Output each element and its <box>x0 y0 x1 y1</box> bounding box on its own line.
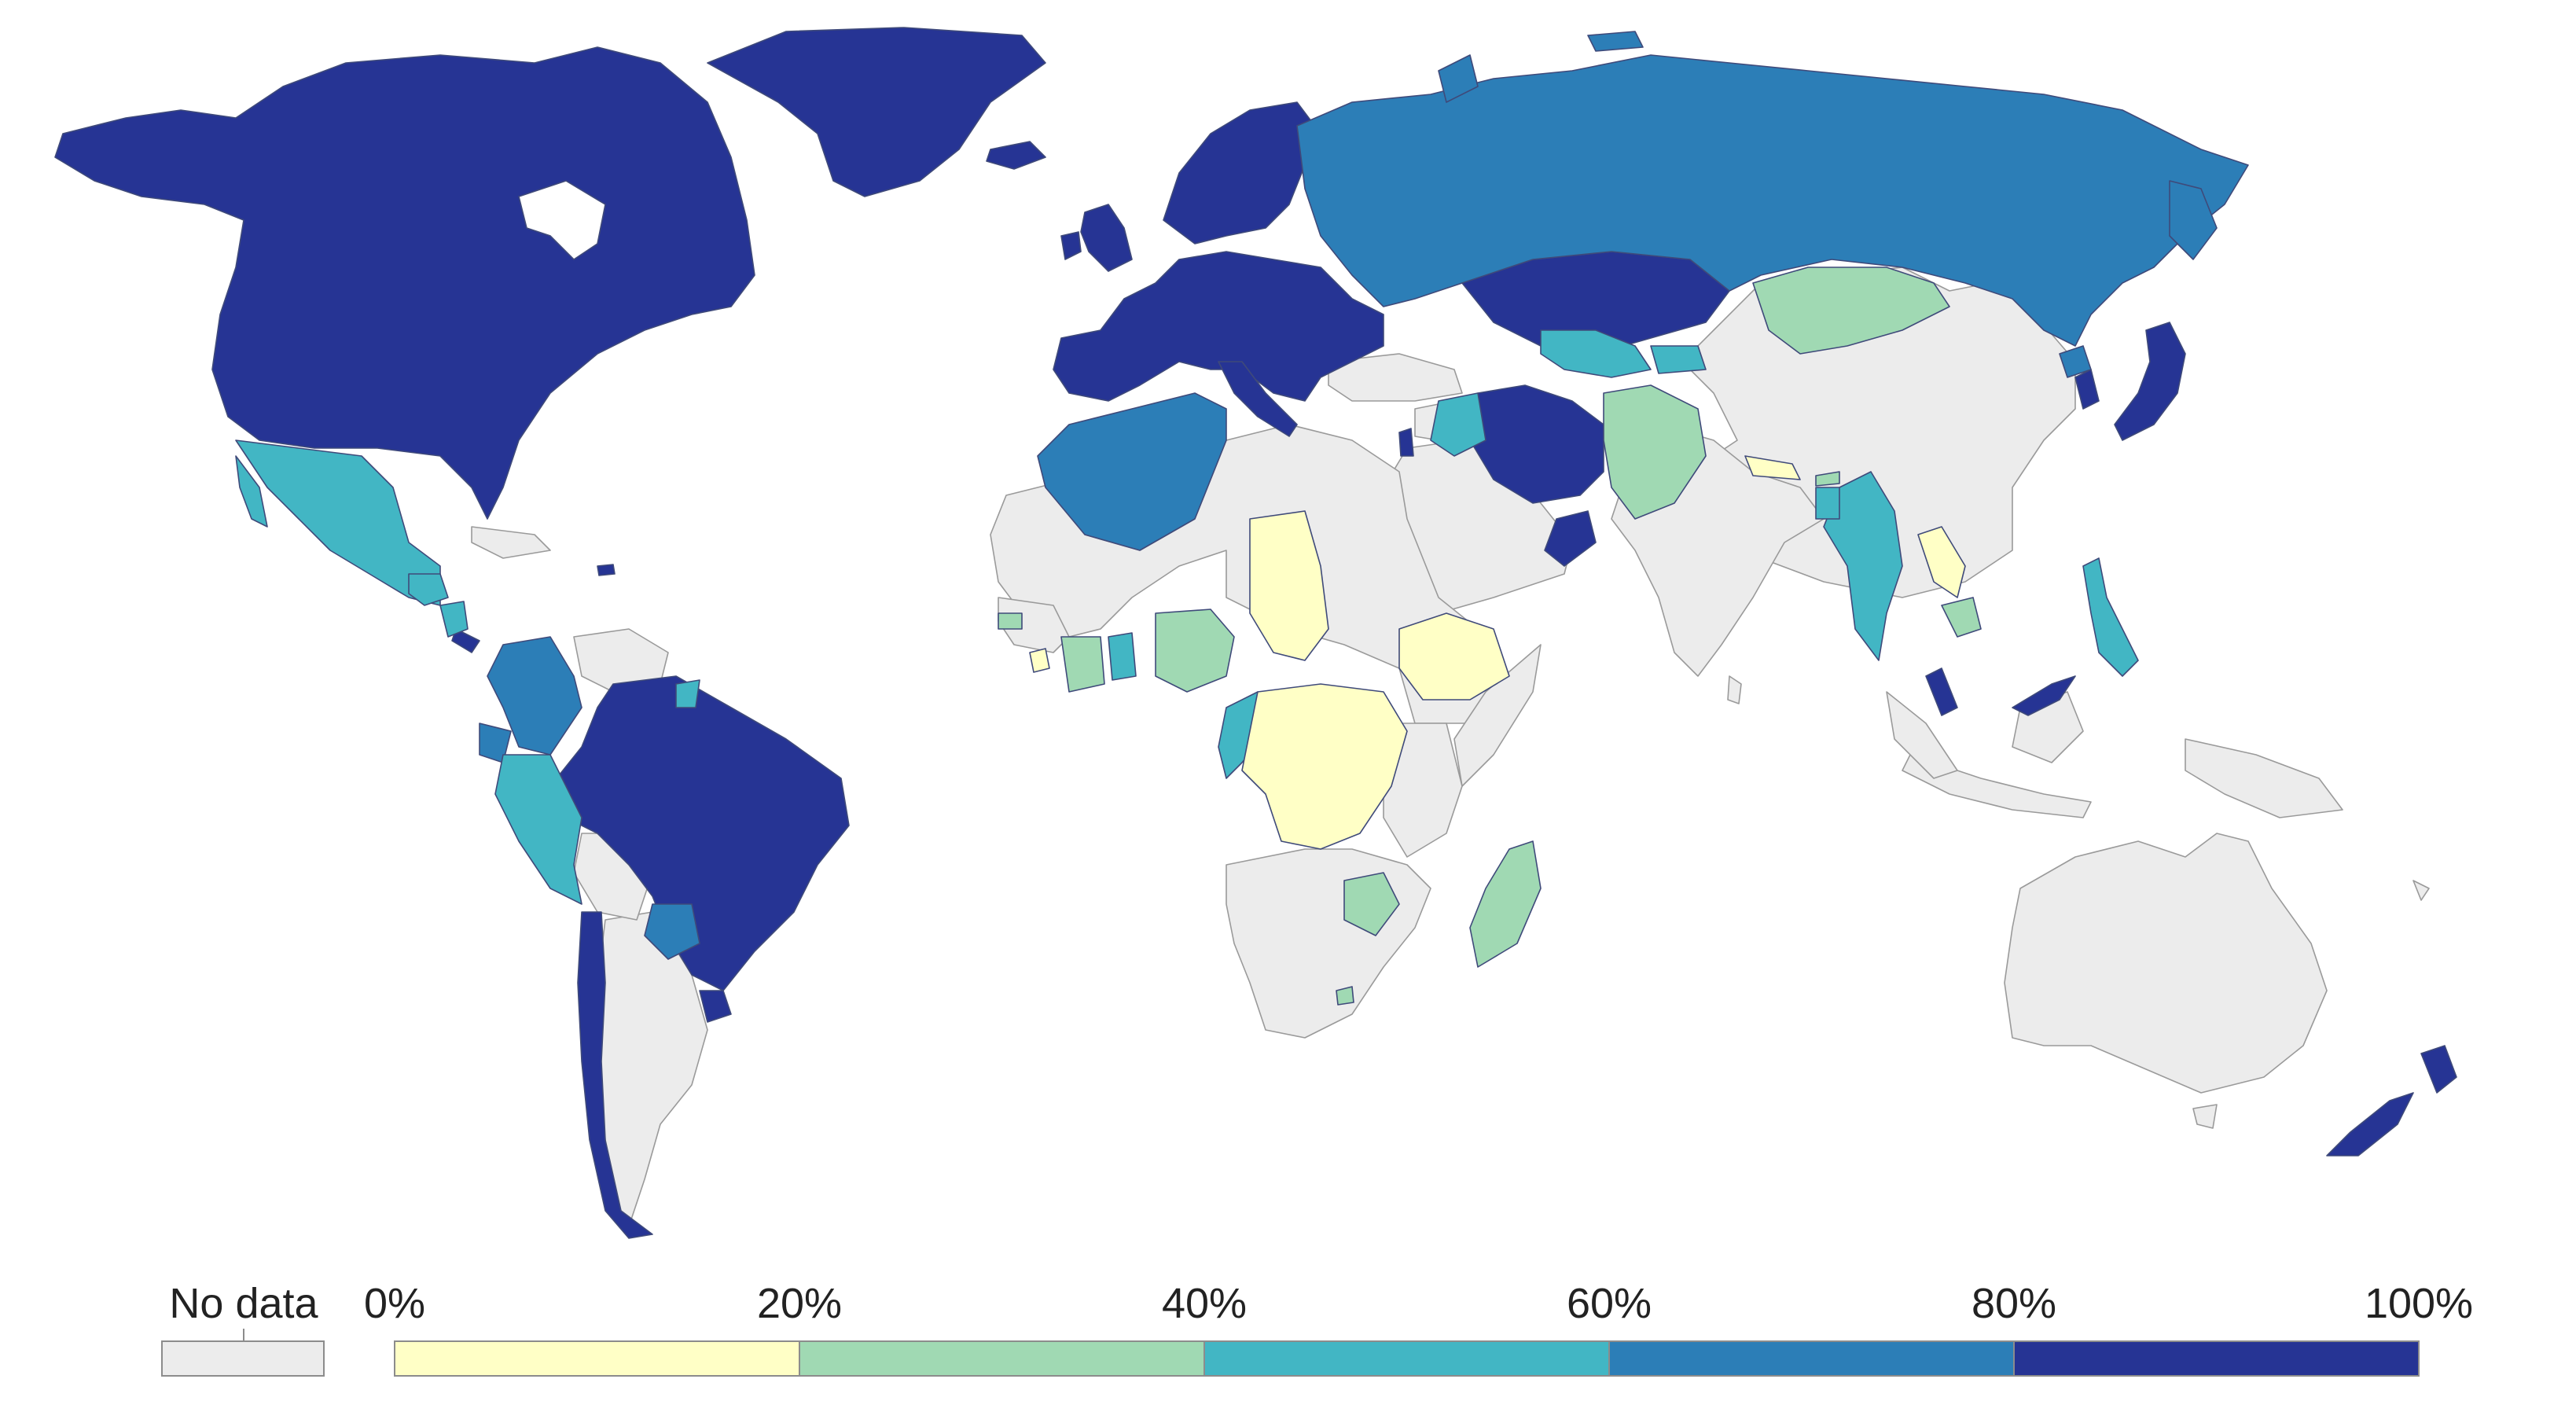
region-tasmania <box>2192 1104 2218 1129</box>
region-new-caledonia <box>2412 880 2430 901</box>
region-uzbekistan <box>1540 329 1652 378</box>
region-ivory-coast <box>1060 636 1105 693</box>
region-mongolia <box>1752 267 1950 355</box>
region-sumatra <box>1886 691 1958 779</box>
region-ethiopia <box>1398 612 1510 700</box>
region-north-korea <box>2059 345 2092 378</box>
region-iraq <box>1430 392 1486 457</box>
legend-tick-100: 100% <box>2365 1280 2473 1327</box>
region-bangladesh <box>1815 487 1840 520</box>
legend-tick-20: 20% <box>757 1280 842 1327</box>
region-southern-africa <box>1226 848 1431 1039</box>
legend-no-data-swatch <box>161 1340 325 1377</box>
region-novaya-zemlya <box>1438 54 1479 103</box>
region-sri-lanka <box>1727 675 1742 704</box>
region-scandinavia <box>1163 101 1321 245</box>
legend-tick-0: 0% <box>364 1280 425 1327</box>
legend-bin-40-60 <box>1203 1340 1610 1377</box>
region-kyrgyzstan <box>1650 345 1707 374</box>
region-iceland <box>986 141 1046 170</box>
region-dominican <box>597 564 616 576</box>
region-suriname <box>675 679 700 708</box>
region-oman <box>1544 510 1597 567</box>
region-algeria <box>1037 392 1227 551</box>
region-laos <box>1917 526 1966 598</box>
legend-bin-60-80 <box>1608 1340 2015 1377</box>
region-greenland <box>707 27 1046 197</box>
region-lesotho <box>1336 986 1354 1006</box>
region-israel <box>1398 428 1414 457</box>
region-western-europe <box>1053 251 1384 402</box>
region-iran <box>1469 384 1604 504</box>
region-russia <box>1296 54 2249 347</box>
legend-bin-20-40 <box>799 1340 1205 1377</box>
region-new-zealand-south <box>2326 1092 2414 1156</box>
region-paraguay <box>644 903 700 960</box>
legend-bin-80-100 <box>2013 1340 2420 1377</box>
region-east-siberia-island <box>1587 31 1644 52</box>
region-zimbabwe <box>1343 872 1400 936</box>
region-panama <box>451 628 480 653</box>
region-ghana <box>1108 632 1137 681</box>
region-kamchatka <box>2169 180 2218 260</box>
region-east-africa <box>1383 723 1463 858</box>
region-nepal <box>1744 455 1801 480</box>
region-liberia <box>1029 648 1050 673</box>
region-turkey <box>1328 353 1463 402</box>
region-new-guinea <box>2185 738 2343 818</box>
region-new-zealand <box>2420 1045 2457 1094</box>
region-myanmar <box>1823 471 1903 661</box>
bin-80-100-regions <box>54 27 2457 1239</box>
region-hudson-bay <box>518 180 606 261</box>
region-north-america <box>54 46 755 520</box>
region-italy <box>1218 361 1298 437</box>
region-nicaragua <box>439 601 469 638</box>
region-bhutan <box>1815 471 1840 487</box>
region-malaysia-borneo <box>2012 675 2076 716</box>
region-dr-congo <box>1241 683 1408 850</box>
region-korea <box>2074 369 2100 410</box>
region-baja <box>235 455 268 528</box>
region-nigeria <box>1155 609 1235 693</box>
legend-tick-40: 40% <box>1162 1280 1247 1327</box>
region-ireland <box>1060 231 1082 260</box>
region-cambodia <box>1941 597 1982 638</box>
legend-tick-80: 80% <box>1972 1280 2056 1327</box>
region-uk <box>1080 204 1133 272</box>
region-caribbean <box>471 526 551 559</box>
region-japan <box>2114 322 2186 441</box>
region-uruguay <box>699 990 732 1023</box>
region-australia <box>2004 833 2328 1094</box>
bin-0-20-regions <box>1029 455 1966 850</box>
region-philippines <box>2082 557 2139 677</box>
legend-bin-0-20 <box>394 1340 800 1377</box>
region-guatemala <box>408 573 449 606</box>
bin-40-60-regions <box>235 329 2139 905</box>
region-peru <box>494 754 582 905</box>
region-senegal <box>998 612 1023 630</box>
region-chad <box>1249 510 1329 661</box>
region-malaysia <box>1925 667 1958 716</box>
legend: No data 0% 20% 40% 60% 80% 100% <box>161 1280 2473 1377</box>
bin-20-40-regions <box>998 267 1982 1006</box>
bin-60-80-regions <box>479 31 2249 960</box>
legend-tick-60: 60% <box>1567 1280 1652 1327</box>
legend-no-data-label: No data <box>169 1280 318 1327</box>
region-pakistan <box>1603 384 1707 520</box>
region-madagascar <box>1469 840 1542 968</box>
region-horn <box>1453 644 1542 787</box>
region-chile <box>577 911 653 1239</box>
